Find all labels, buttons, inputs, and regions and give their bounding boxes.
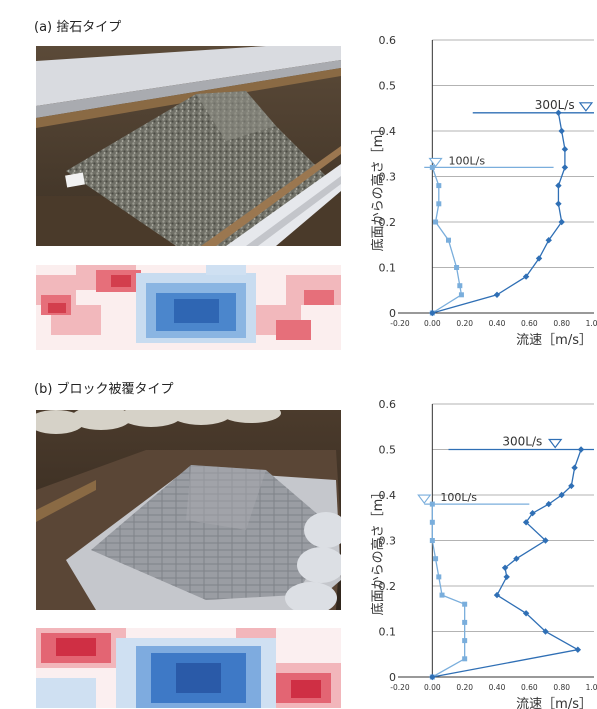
x-tick-label: 0.60 bbox=[521, 683, 538, 692]
data-point bbox=[558, 127, 565, 135]
data-point bbox=[571, 464, 578, 471]
y-tick-label: 0.4 bbox=[379, 125, 397, 138]
data-point bbox=[454, 265, 460, 270]
data-point bbox=[555, 200, 562, 207]
water-level-marker bbox=[428, 157, 443, 168]
series-line-100L/s bbox=[431, 504, 466, 678]
x-tick-label: 1.00 bbox=[586, 319, 597, 328]
panel-title-a: (a) 捨石タイプ bbox=[34, 20, 122, 35]
data-point bbox=[433, 219, 439, 225]
y-axis-label: 底面からの高さ［m］ bbox=[370, 486, 386, 616]
data-point bbox=[458, 292, 464, 298]
x-tick-label: -0.20 bbox=[390, 319, 410, 328]
data-point bbox=[446, 237, 451, 243]
x-tick-label: 0.00 bbox=[424, 319, 441, 328]
data-point bbox=[493, 591, 501, 599]
data-point bbox=[542, 628, 549, 635]
x-tick-label: 1.00 bbox=[586, 683, 597, 692]
data-point bbox=[561, 164, 569, 171]
y-tick-label: 0.2 bbox=[379, 580, 397, 593]
series-label: 100L/s bbox=[449, 154, 486, 167]
data-point bbox=[503, 573, 510, 581]
heatmap-block-type bbox=[36, 628, 341, 708]
data-point bbox=[462, 601, 468, 607]
data-point bbox=[436, 574, 442, 580]
y-tick-label: 0.3 bbox=[379, 171, 397, 184]
x-axis-label: 流速［m/s］ bbox=[516, 697, 592, 709]
y-tick-label: 0.1 bbox=[379, 626, 397, 639]
x-tick-label: -0.20 bbox=[390, 683, 410, 692]
x-tick-label: 0.20 bbox=[456, 319, 473, 328]
data-point bbox=[429, 538, 435, 543]
y-tick-label: 0.1 bbox=[379, 262, 397, 275]
x-axis-label: 流速［m/s］ bbox=[516, 333, 592, 348]
x-tick-label: 0.00 bbox=[424, 683, 441, 692]
data-point bbox=[462, 656, 468, 662]
data-point bbox=[429, 673, 436, 681]
data-point bbox=[555, 182, 562, 189]
y-tick-label: 0.4 bbox=[379, 489, 397, 502]
data-point bbox=[457, 283, 463, 289]
x-tick-label: 0.60 bbox=[521, 319, 538, 328]
x-tick-label: 0.40 bbox=[489, 319, 506, 328]
series-label: 300L/s bbox=[502, 435, 542, 449]
data-point bbox=[535, 255, 543, 262]
series-line-300L/s bbox=[432, 449, 582, 678]
x-tick-label: 0.40 bbox=[489, 683, 506, 692]
panel-title-b: (b) ブロック被覆タイプ bbox=[34, 382, 174, 397]
y-tick-label: 0 bbox=[389, 307, 396, 320]
velocity-chart-a: 0 0.1 0.2 0.3 0.4 0.5 0.6 -0.20 0.00 0.20 0.40 0.60… bbox=[370, 28, 597, 348]
photo-block-type bbox=[36, 410, 341, 610]
data-point bbox=[462, 638, 468, 644]
photo-rubble-type bbox=[36, 46, 341, 246]
water-level-marker bbox=[547, 438, 563, 449]
y-tick-label: 0 bbox=[389, 671, 396, 684]
data-point bbox=[433, 556, 439, 562]
y-tick-label: 0.5 bbox=[379, 444, 397, 457]
data-point bbox=[439, 592, 445, 598]
series-label: 300L/s bbox=[535, 98, 575, 112]
data-point bbox=[493, 291, 501, 298]
series-line-300L/s bbox=[432, 112, 566, 314]
y-tick-label: 0.3 bbox=[379, 535, 397, 548]
data-point bbox=[429, 309, 436, 317]
y-tick-label: 0.5 bbox=[379, 80, 397, 93]
heatmap-rubble-type bbox=[36, 265, 341, 350]
water-level-marker bbox=[417, 494, 432, 505]
series-label: 100L/s bbox=[440, 491, 477, 504]
x-tick-label: 0.80 bbox=[553, 683, 570, 692]
data-point bbox=[436, 183, 442, 189]
y-tick-label: 0.6 bbox=[379, 34, 397, 47]
y-tick-label: 0.6 bbox=[379, 398, 397, 411]
x-tick-label: 0.80 bbox=[553, 319, 570, 328]
data-point bbox=[429, 519, 435, 525]
velocity-chart-b: 0 0.1 0.2 0.3 0.4 0.5 0.6 -0.20 0.00 0.20 0.40 0.60… bbox=[370, 392, 597, 709]
y-axis-label: 底面からの高さ［m］ bbox=[370, 122, 386, 252]
data-point bbox=[574, 646, 582, 653]
water-level-marker bbox=[578, 102, 594, 112]
data-point bbox=[542, 537, 549, 544]
x-tick-label: 0.20 bbox=[456, 683, 473, 692]
y-tick-label: 0.2 bbox=[379, 216, 397, 229]
data-point bbox=[462, 619, 468, 625]
data-point bbox=[436, 201, 442, 207]
data-point bbox=[561, 146, 569, 153]
